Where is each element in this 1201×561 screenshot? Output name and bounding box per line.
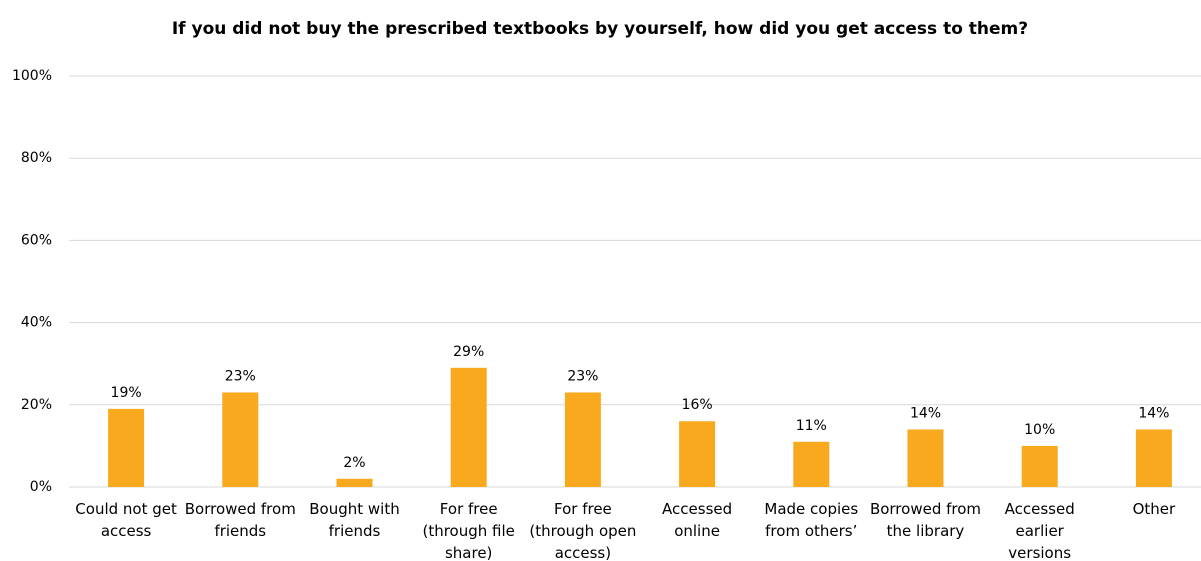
x-tick-label: Bought with friends bbox=[309, 500, 400, 540]
y-tick-label: 40% bbox=[21, 315, 52, 331]
bar bbox=[679, 421, 716, 487]
y-tick-label: 100% bbox=[12, 68, 52, 84]
y-tick-label: 0% bbox=[30, 479, 52, 495]
chart-title: If you did not buy the prescribed textbo… bbox=[172, 19, 1028, 39]
bar bbox=[108, 408, 145, 487]
bar bbox=[907, 429, 944, 487]
bar bbox=[1021, 445, 1058, 487]
data-label: 29% bbox=[453, 344, 484, 360]
x-tick-label: Could not get access bbox=[75, 500, 177, 540]
bar bbox=[450, 367, 487, 487]
bar bbox=[793, 441, 830, 487]
data-label: 2% bbox=[343, 455, 365, 471]
data-label: 23% bbox=[225, 368, 256, 384]
x-tick-label: Accessed online bbox=[662, 500, 733, 540]
bar bbox=[1135, 429, 1172, 487]
data-label: 14% bbox=[1138, 405, 1169, 421]
data-label: 14% bbox=[910, 405, 941, 421]
data-label: 11% bbox=[796, 418, 827, 434]
y-tick-label: 60% bbox=[21, 232, 52, 248]
x-tick-label: Borrowed from the library bbox=[869, 500, 982, 540]
x-tick-label: Borrowed from friends bbox=[184, 500, 296, 540]
data-label: 10% bbox=[1024, 422, 1055, 438]
bar bbox=[336, 478, 373, 487]
x-tick-label: Other bbox=[1132, 500, 1176, 518]
bar bbox=[222, 392, 259, 487]
y-tick-label: 20% bbox=[21, 397, 52, 413]
x-tick-label: For free (through file share) bbox=[422, 500, 515, 561]
x-tick-label: Accessed earlier versions bbox=[1004, 500, 1075, 561]
data-label: 16% bbox=[682, 397, 713, 413]
data-label: 23% bbox=[567, 368, 598, 384]
y-tick-label: 80% bbox=[21, 150, 52, 166]
data-label: 19% bbox=[111, 385, 142, 401]
x-tick-label: Made copies from others’ bbox=[764, 500, 859, 540]
bar bbox=[564, 392, 601, 487]
x-tick-label: For free (through open access) bbox=[529, 500, 637, 561]
